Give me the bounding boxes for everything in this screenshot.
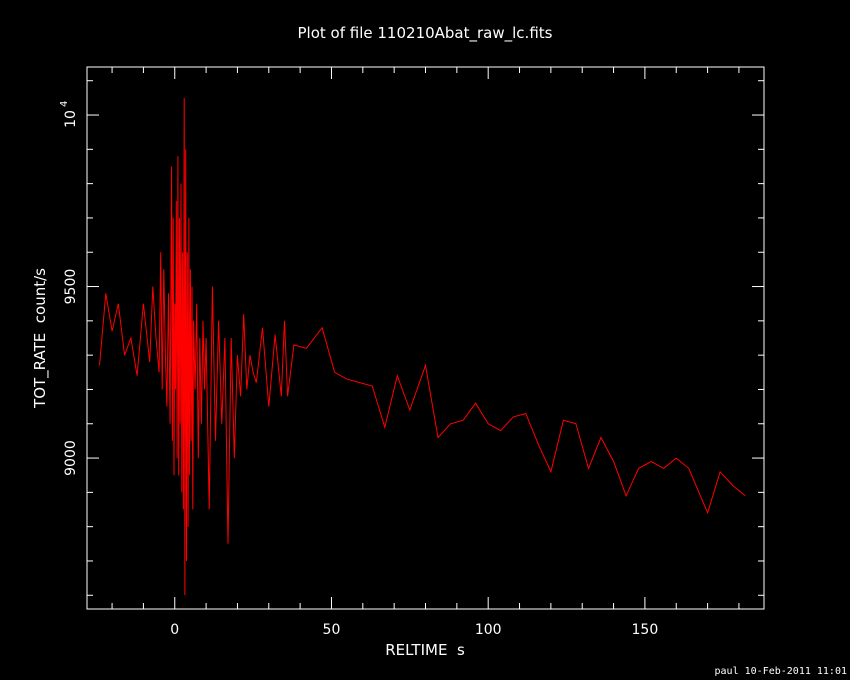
y-tick-label: 9500: [63, 269, 79, 305]
footer-user: paul: [714, 666, 739, 677]
y-tick-label: 10: [63, 110, 79, 128]
x-axis-label: RELTIME s: [385, 641, 465, 659]
y-axis-label: TOT_RATE count/s: [31, 268, 50, 409]
footer-timestamp: 10-Feb-2011 11:01: [744, 666, 847, 677]
x-tick-label: 100: [475, 622, 502, 638]
x-tick-labels: 0 50 100 150: [170, 622, 658, 638]
x-tick-label: 0: [170, 622, 179, 638]
y-tick-label-power: 10 4: [59, 101, 79, 128]
axis-ticks: [87, 67, 764, 609]
x-tick-label: 150: [632, 622, 659, 638]
y-tick-labels: 9000 9500 10 4: [59, 101, 79, 476]
y-tick-label: 9000: [63, 440, 79, 476]
y-tick-label-exponent: 4: [59, 101, 70, 107]
footer-stamp: paul 10-Feb-2011 11:01: [715, 666, 847, 677]
series-line: [99, 97, 746, 596]
chart-title: Plot of file 110210Abat_raw_lc.fits: [298, 24, 553, 43]
x-tick-label: 50: [323, 622, 341, 638]
